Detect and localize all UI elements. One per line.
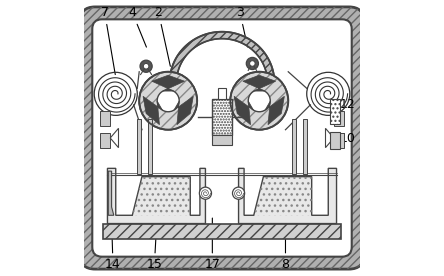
Polygon shape [170,32,274,83]
Circle shape [233,187,245,199]
Bar [334,133,344,148]
Bar [329,99,340,124]
Text: 17: 17 [204,218,220,272]
Bar [218,88,226,99]
FancyBboxPatch shape [80,7,364,269]
Polygon shape [174,96,193,125]
Polygon shape [243,75,276,91]
Bar [148,119,152,174]
Bar [103,224,341,239]
Polygon shape [238,168,337,224]
Polygon shape [325,128,334,148]
Polygon shape [143,96,163,125]
Circle shape [246,57,258,70]
Polygon shape [107,168,206,224]
Bar [212,99,232,135]
Circle shape [157,90,179,112]
Text: 7: 7 [101,6,115,75]
Circle shape [140,60,152,72]
Bar [329,132,340,149]
Circle shape [139,72,197,130]
Bar [303,119,307,174]
Text: 4: 4 [128,6,147,47]
Text: 10: 10 [332,131,356,145]
Circle shape [248,90,270,112]
Text: 3: 3 [236,6,248,47]
Bar [292,119,296,174]
Polygon shape [110,128,119,148]
Bar [334,111,344,126]
FancyBboxPatch shape [92,19,352,257]
Polygon shape [108,171,114,215]
Polygon shape [265,96,284,125]
Circle shape [250,61,255,66]
Bar [212,135,232,145]
Polygon shape [152,75,185,91]
Text: 15: 15 [147,218,163,272]
Circle shape [143,63,149,69]
Polygon shape [234,96,254,125]
Bar [100,133,110,148]
Bar [100,111,110,126]
Text: 2: 2 [155,6,170,66]
Text: 14: 14 [105,224,121,272]
Text: 8: 8 [281,218,289,272]
Text: 12: 12 [333,98,356,112]
Bar [137,119,141,174]
Circle shape [230,72,288,130]
Circle shape [199,187,211,199]
